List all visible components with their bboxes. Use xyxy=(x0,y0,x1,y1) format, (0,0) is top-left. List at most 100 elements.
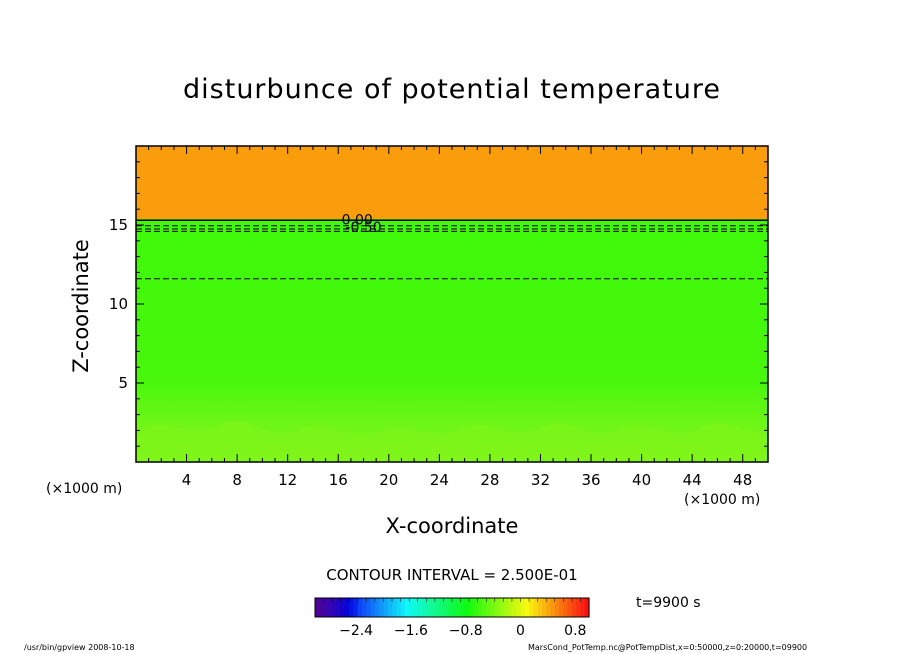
colorbar-swatch xyxy=(349,598,355,617)
colorbar-frame xyxy=(314,597,590,618)
x-tick-label: 20 xyxy=(379,471,398,489)
colorbar-tick-label: 0.8 xyxy=(564,623,586,639)
x-tick-label: 8 xyxy=(232,471,242,489)
lower-texture xyxy=(136,421,768,462)
colorbar-swatch xyxy=(511,598,517,617)
colorbar-swatch xyxy=(332,598,338,617)
colorbar-swatch xyxy=(477,598,483,617)
x-tick-label: 48 xyxy=(733,471,752,489)
colorbar-swatch xyxy=(516,598,522,617)
colorbar-swatch xyxy=(362,598,367,617)
x-tick-label: 4 xyxy=(182,471,192,489)
colorbar-swatch xyxy=(374,598,380,617)
colorbar-swatch xyxy=(584,598,590,617)
colorbar-swatch xyxy=(580,598,586,617)
x-axis-label: X-coordinate xyxy=(385,514,519,538)
mid-layer-fill xyxy=(136,219,768,386)
x-tick-label: 32 xyxy=(531,471,550,489)
x-unit-label-right: (×1000 m) xyxy=(684,492,761,508)
contour-labels: 0.00-0.50 xyxy=(342,212,382,236)
x-tick-label: 44 xyxy=(683,471,702,489)
colorbar-swatch xyxy=(469,598,475,617)
colorbar-swatch xyxy=(520,598,526,617)
lower-texture-2 xyxy=(136,399,768,414)
colorbar-swatch xyxy=(533,598,539,617)
colorbar-swatch xyxy=(571,598,577,617)
colorbar-tick-label: −1.6 xyxy=(394,623,428,639)
colorbar-swatch xyxy=(409,598,415,617)
colorbar-swatch xyxy=(396,598,402,617)
colorbar-swatch xyxy=(447,598,453,617)
contour-label-1: -0.50 xyxy=(345,220,381,236)
colorbar-swatch xyxy=(366,598,372,617)
upper-layer-fill xyxy=(136,146,768,219)
colorbar-swatch xyxy=(327,598,333,617)
colorbar-swatch xyxy=(413,598,419,617)
colorbar-swatch xyxy=(340,598,346,617)
contour-label-0: 0.00 xyxy=(342,212,373,228)
colorbar-swatch xyxy=(460,598,466,617)
y-axis-label: Z-coordinate xyxy=(69,239,93,373)
x-tick-label: 24 xyxy=(430,471,449,489)
colorbar-tick-label: −0.8 xyxy=(449,623,483,639)
colorbar-swatch xyxy=(529,598,534,617)
y-tick-label: 15 xyxy=(109,216,128,234)
colorbar-swatch xyxy=(392,598,397,617)
y-tick-label: 5 xyxy=(118,374,128,392)
colorbar-swatch xyxy=(490,598,496,617)
colorbar-swatch xyxy=(473,598,479,617)
plot-area xyxy=(136,146,768,462)
contour-interval-label: CONTOUR INTERVAL = 2.500E-01 xyxy=(326,566,578,584)
colorbar-swatch xyxy=(464,598,470,617)
colorbar-swatch xyxy=(417,598,423,617)
colorbar-swatch xyxy=(559,598,564,617)
colorbar-swatch xyxy=(567,598,573,617)
y-tick-label: 10 xyxy=(109,295,128,313)
colorbar-swatch xyxy=(422,598,427,617)
footer-program-date: /usr/bin/gpview 2008-10-18 xyxy=(24,643,135,652)
time-label: t=9900 s xyxy=(636,595,701,611)
colorbar-tick-label: −2.4 xyxy=(339,623,373,639)
x-unit-label-left: (×1000 m) xyxy=(46,481,123,497)
colorbar-swatch xyxy=(400,598,406,617)
x-tick-label: 36 xyxy=(581,471,600,489)
x-tick-label: 16 xyxy=(329,471,348,489)
colorbar-swatch xyxy=(563,598,569,617)
colorbar-swatch xyxy=(537,598,543,617)
x-axis-ticks: 4 8 12 16 20 24 28 32 36 40 44 48 xyxy=(148,146,756,489)
colorbar-swatch xyxy=(387,598,393,617)
colorbar: −2.4 −1.6 −0.8 0 0.8 xyxy=(314,597,590,639)
colorbar-swatch xyxy=(344,598,350,617)
colorbar-swatch xyxy=(576,598,582,617)
colorbar-swatch xyxy=(404,598,410,617)
colorbar-swatch xyxy=(383,598,389,617)
colorbar-swatch xyxy=(357,598,363,617)
contour-lines xyxy=(136,219,768,280)
x-tick-label: 12 xyxy=(278,471,297,489)
x-tick-label: 40 xyxy=(632,471,651,489)
colorbar-swatch xyxy=(370,598,376,617)
x-tick-label: 28 xyxy=(480,471,499,489)
colorbar-swatch xyxy=(524,598,530,617)
colorbar-swatch xyxy=(486,598,492,617)
colorbar-swatch xyxy=(315,598,320,617)
colorbar-swatch xyxy=(430,598,436,617)
colorbar-swatch xyxy=(426,598,432,617)
colorbar-swatch xyxy=(541,598,547,617)
colorbar-swatch xyxy=(319,598,325,617)
colorbar-swatch xyxy=(439,598,445,617)
colorbar-swatch xyxy=(434,598,440,617)
colorbar-swatch xyxy=(443,598,449,617)
colorbar-swatch xyxy=(323,598,329,617)
y-axis-ticks: 5 10 15 xyxy=(109,161,768,447)
colorbar-swatch xyxy=(554,598,560,617)
colorbar-swatch xyxy=(481,598,487,617)
colorbar-swatch xyxy=(456,598,462,617)
colorbar-swatch xyxy=(494,598,500,617)
colorbar-swatch xyxy=(507,598,513,617)
colorbar-swatch xyxy=(550,598,556,617)
colorbar-tick-label: 0 xyxy=(516,623,525,639)
colorbar-swatch xyxy=(452,598,457,617)
colorbar-swatch xyxy=(503,598,509,617)
